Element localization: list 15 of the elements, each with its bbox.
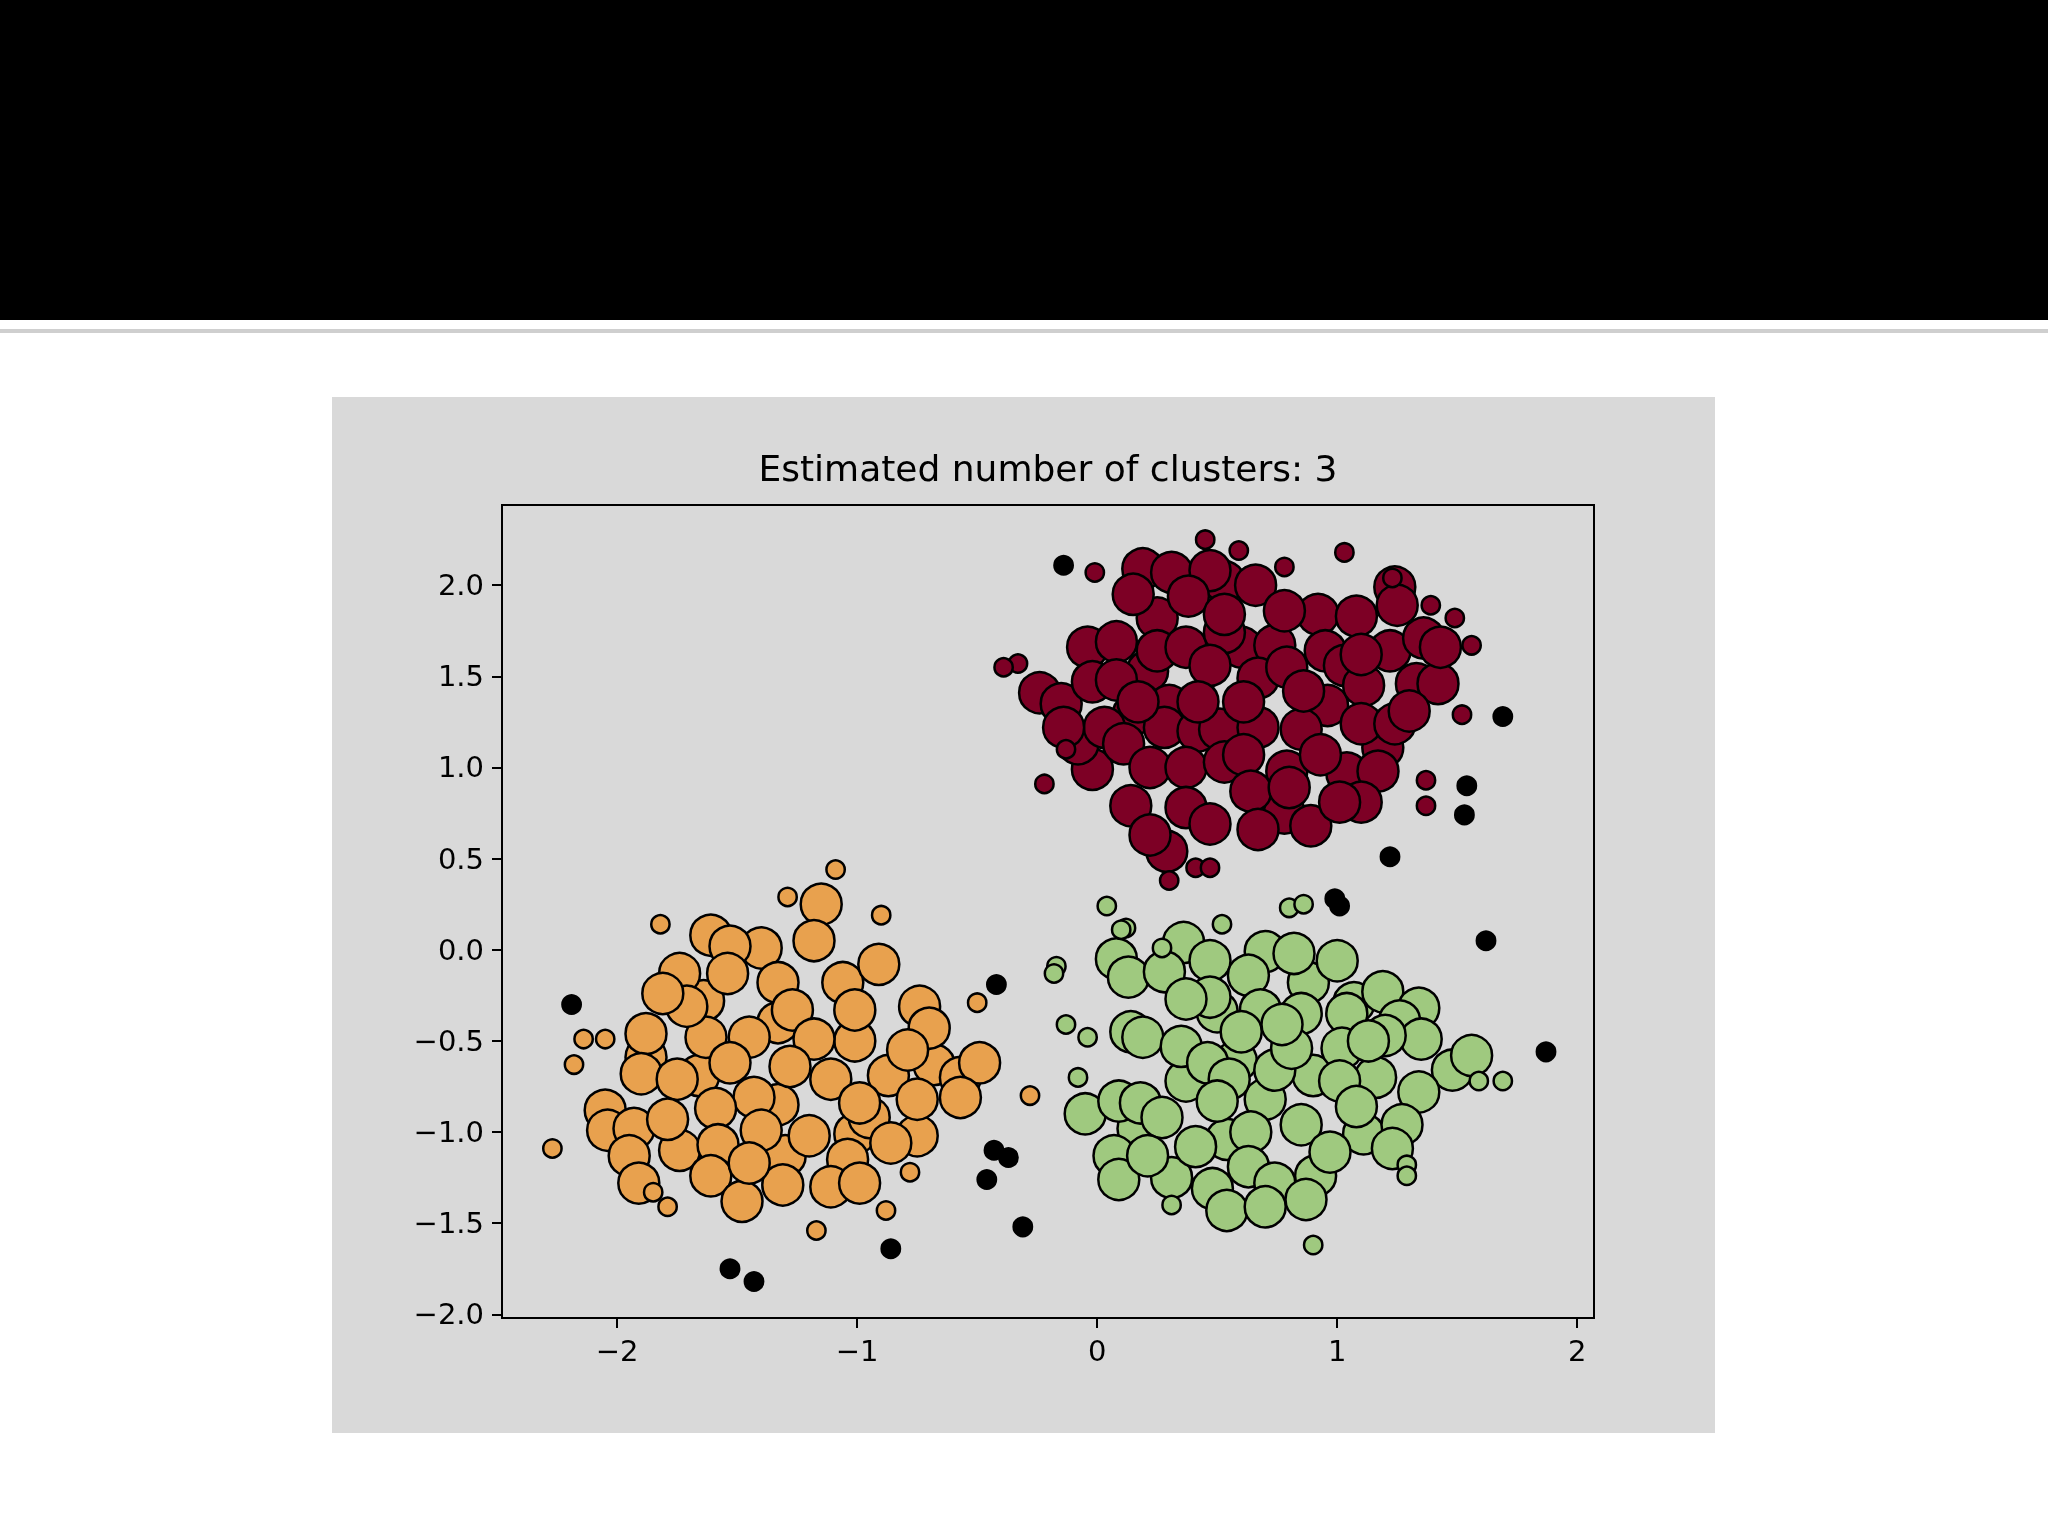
y-tick-label: −1.5	[413, 1206, 484, 1241]
chart-title: Estimated number of clusters: 3	[758, 447, 1338, 489]
y-tick-label: 1.5	[437, 659, 484, 694]
x-tick-label: 0	[1087, 1333, 1107, 1368]
y-tick-label: −1.0	[413, 1115, 484, 1150]
y-tick-label: 0.0	[437, 932, 484, 967]
x-tick-label: −1	[835, 1333, 879, 1368]
y-tick-label: 0.5	[437, 841, 484, 876]
y-tick-label: −0.5	[413, 1023, 484, 1058]
y-tick-label: −2.0	[413, 1297, 484, 1332]
x-tick-label: 2	[1567, 1333, 1587, 1368]
y-tick-label: 2.0	[437, 568, 484, 603]
x-tick-label: −2	[595, 1333, 639, 1368]
x-tick-label: 1	[1327, 1333, 1347, 1368]
y-tick-label: 1.0	[437, 750, 484, 785]
